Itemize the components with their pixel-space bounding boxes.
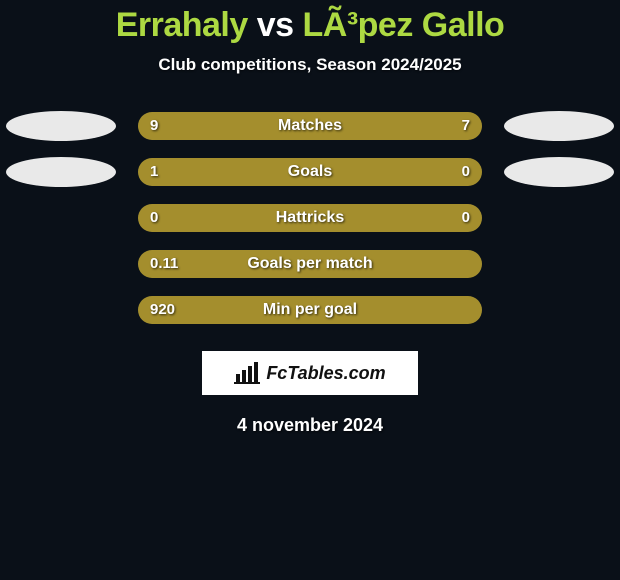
stat-bar: 920Min per goal <box>138 296 482 324</box>
stat-bar: 00Hattricks <box>138 204 482 232</box>
stat-bar: 97Matches <box>138 112 482 140</box>
title: Errahaly vs LÃ³pez Gallo <box>0 0 620 45</box>
stat-row: 920Min per goal <box>0 289 620 335</box>
date: 4 november 2024 <box>0 415 620 436</box>
stat-value-left: 9 <box>150 112 158 140</box>
subtitle: Club competitions, Season 2024/2025 <box>0 55 620 75</box>
stat-value-left: 920 <box>150 296 175 324</box>
branding-box: FcTables.com <box>202 351 418 395</box>
stat-row: 97Matches <box>0 105 620 151</box>
stat-bar: 0.11Goals per match <box>138 250 482 278</box>
stat-row: 00Hattricks <box>0 197 620 243</box>
stat-bar-left <box>138 112 332 140</box>
stat-rows: 97Matches10Goals00Hattricks0.11Goals per… <box>0 105 620 335</box>
player1-photo <box>6 157 116 187</box>
stat-row: 0.11Goals per match <box>0 243 620 289</box>
player1-photo <box>6 111 116 141</box>
stat-value-left: 1 <box>150 158 158 186</box>
stat-bar-right <box>310 204 482 232</box>
vs-label: vs <box>257 6 294 44</box>
stat-bar-left <box>138 250 482 278</box>
player2-name: LÃ³pez Gallo <box>303 6 505 44</box>
player2-photo <box>504 157 614 187</box>
stat-value-right: 0 <box>462 158 470 186</box>
stat-bar-left <box>138 204 310 232</box>
chart-icon <box>234 362 260 384</box>
player2-photo <box>504 111 614 141</box>
player1-name: Errahaly <box>116 6 248 44</box>
stat-bar-left <box>138 296 482 324</box>
stat-bar-left <box>138 158 482 186</box>
branding-text: FcTables.com <box>266 363 385 384</box>
stat-bar: 10Goals <box>138 158 482 186</box>
stat-value-right: 0 <box>462 204 470 232</box>
stat-value-right: 7 <box>462 112 470 140</box>
stat-row: 10Goals <box>0 151 620 197</box>
stat-value-left: 0.11 <box>150 250 178 278</box>
stat-value-left: 0 <box>150 204 158 232</box>
h2h-infographic: Errahaly vs LÃ³pez Gallo Club competitio… <box>0 0 620 580</box>
stat-bar-right <box>332 112 483 140</box>
